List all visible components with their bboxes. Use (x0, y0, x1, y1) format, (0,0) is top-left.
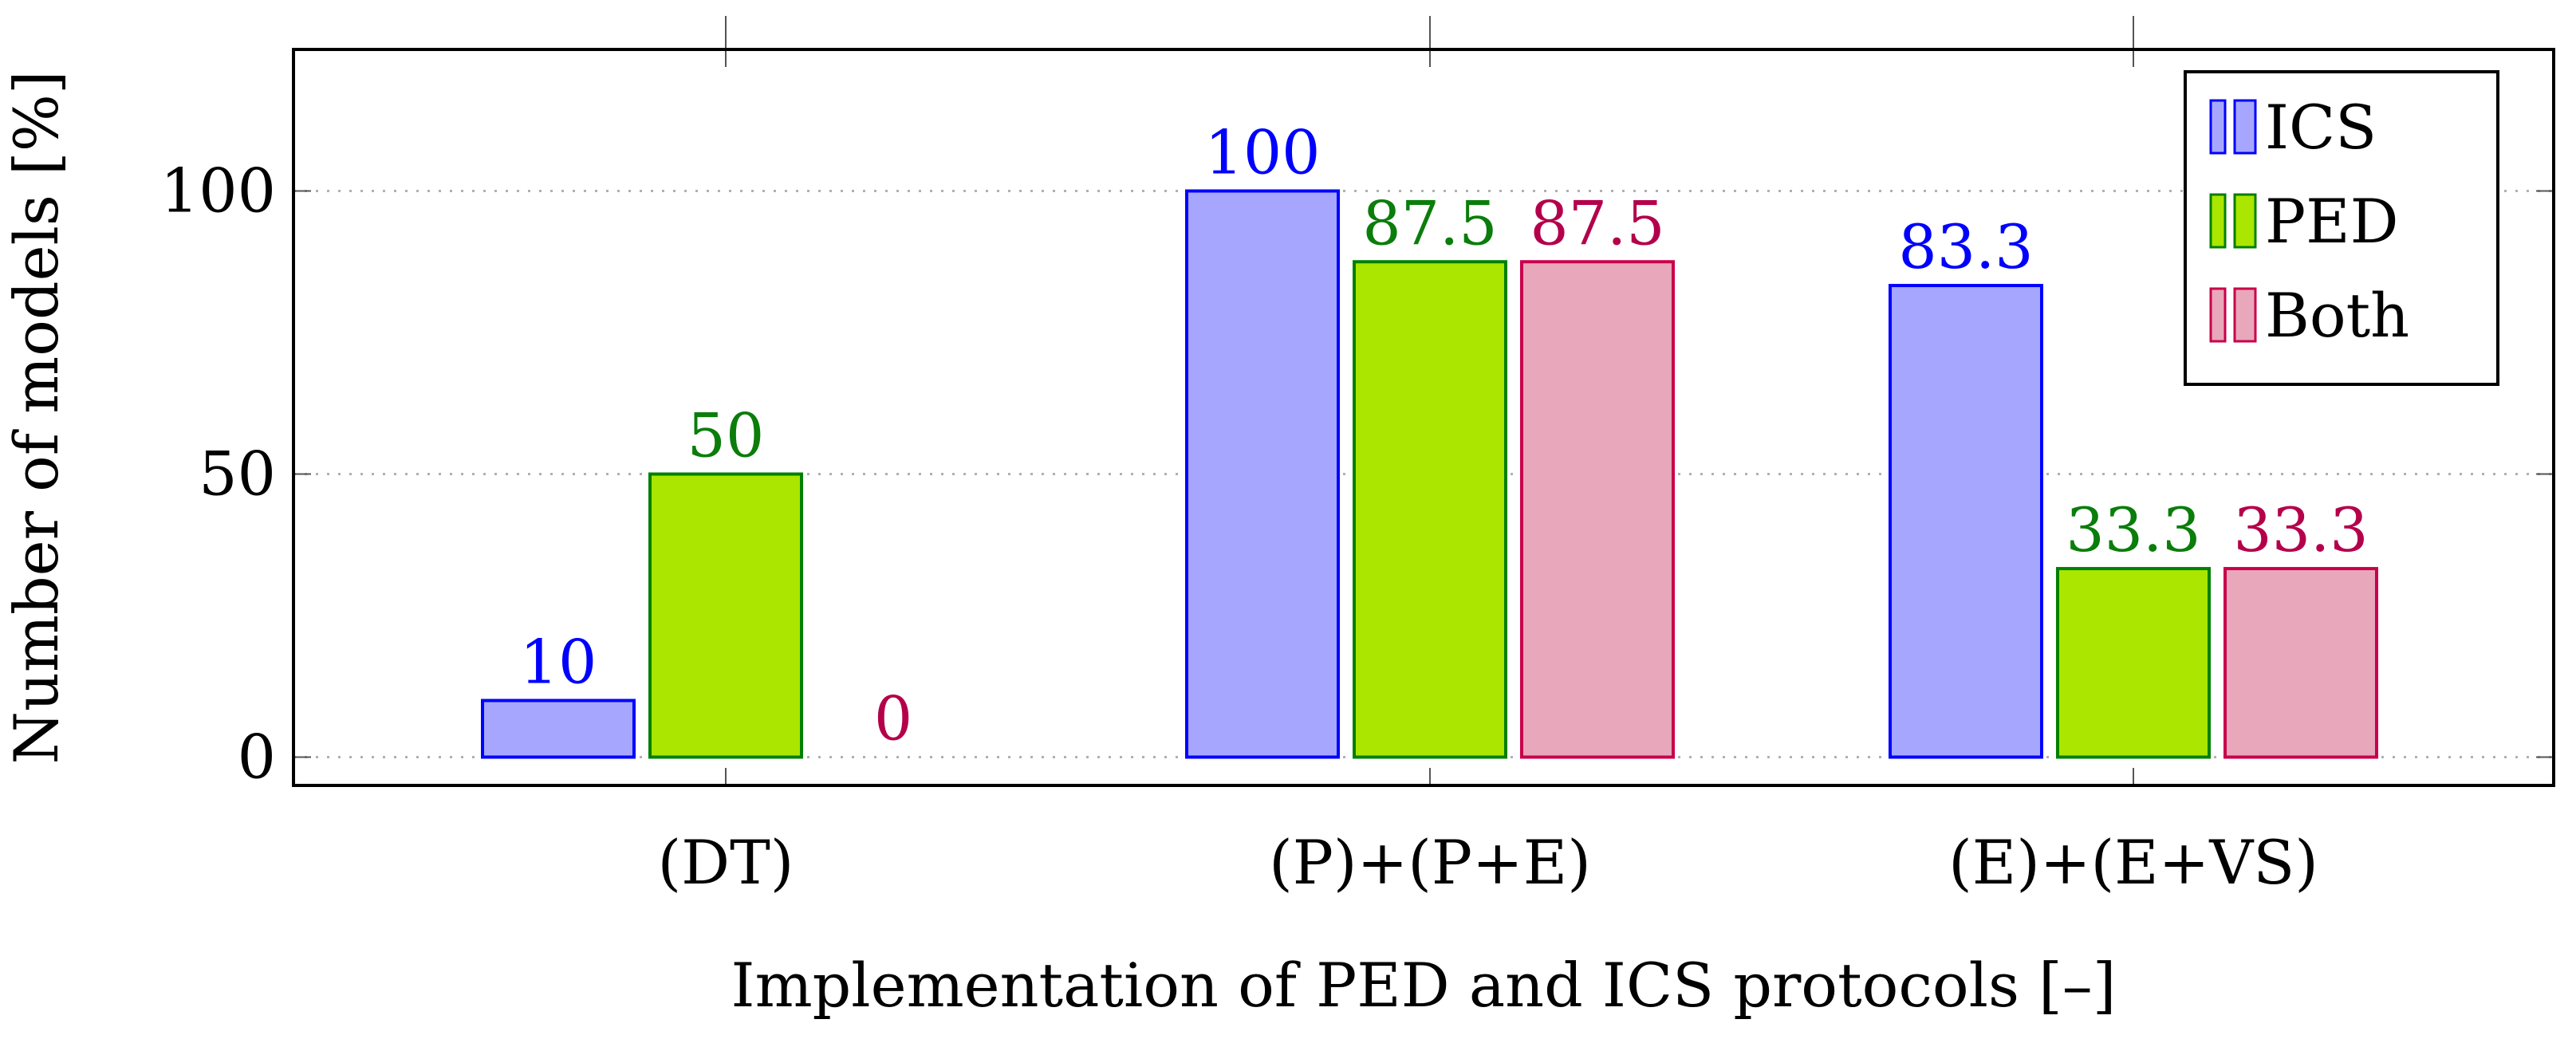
legend-label-ped: PED (2265, 186, 2399, 257)
data-label-ics-2: 83.3 (1898, 211, 2033, 282)
bar-both-2 (2223, 567, 2378, 759)
y-tick-label: 50 (199, 439, 276, 510)
legend-swatch-b-ped (2233, 193, 2257, 249)
data-label-ics-1: 100 (1204, 117, 1320, 188)
data-label-ped-0: 50 (687, 400, 765, 471)
data-label-both-1: 87.5 (1530, 187, 1664, 258)
legend: ICS PED Both (2184, 70, 2499, 386)
bars (481, 189, 2378, 759)
plot-frame (292, 48, 2555, 787)
data-label-ped-1: 87.5 (1362, 187, 1497, 258)
bar-ics-1 (1185, 189, 1340, 759)
legend-label-ics: ICS (2265, 92, 2377, 163)
y-axis-label: Number of models [%] (1, 70, 72, 764)
legend-swatch-a-ped (2209, 193, 2227, 249)
x-axis-label: Implementation of PED and ICS protocols … (731, 950, 2117, 1021)
bar-ics-0 (481, 699, 636, 759)
legend-swatch-a-ics (2209, 99, 2227, 155)
data-label-both-0: 0 (874, 683, 912, 754)
bar-ped-0 (648, 472, 803, 759)
bar-both-1 (1520, 260, 1675, 759)
bar-ped-2 (2056, 567, 2211, 759)
legend-swatch-a-both (2209, 287, 2227, 343)
x-tick-label: (P)+(P+E) (1269, 827, 1591, 898)
data-labels: 10 50 0 100 87.5 87.5 83.3 33.3 33.3 (520, 117, 2369, 754)
x-tick-label: (DT) (658, 827, 794, 898)
legend-label-both: Both (2265, 280, 2409, 351)
legend-swatch-b-both (2233, 287, 2257, 343)
y-tick-label: 100 (160, 155, 276, 226)
data-label-ics-0: 10 (520, 627, 597, 698)
legend-swatch-b-ics (2233, 99, 2257, 155)
bar-ics-2 (1889, 284, 2043, 759)
y-tick-label: 0 (238, 722, 276, 793)
data-label-ped-2: 33.3 (2066, 494, 2200, 565)
bar-ped-1 (1353, 260, 1507, 759)
x-tick-label: (E)+(E+VS) (1948, 827, 2318, 898)
data-label-both-2: 33.3 (2233, 494, 2368, 565)
